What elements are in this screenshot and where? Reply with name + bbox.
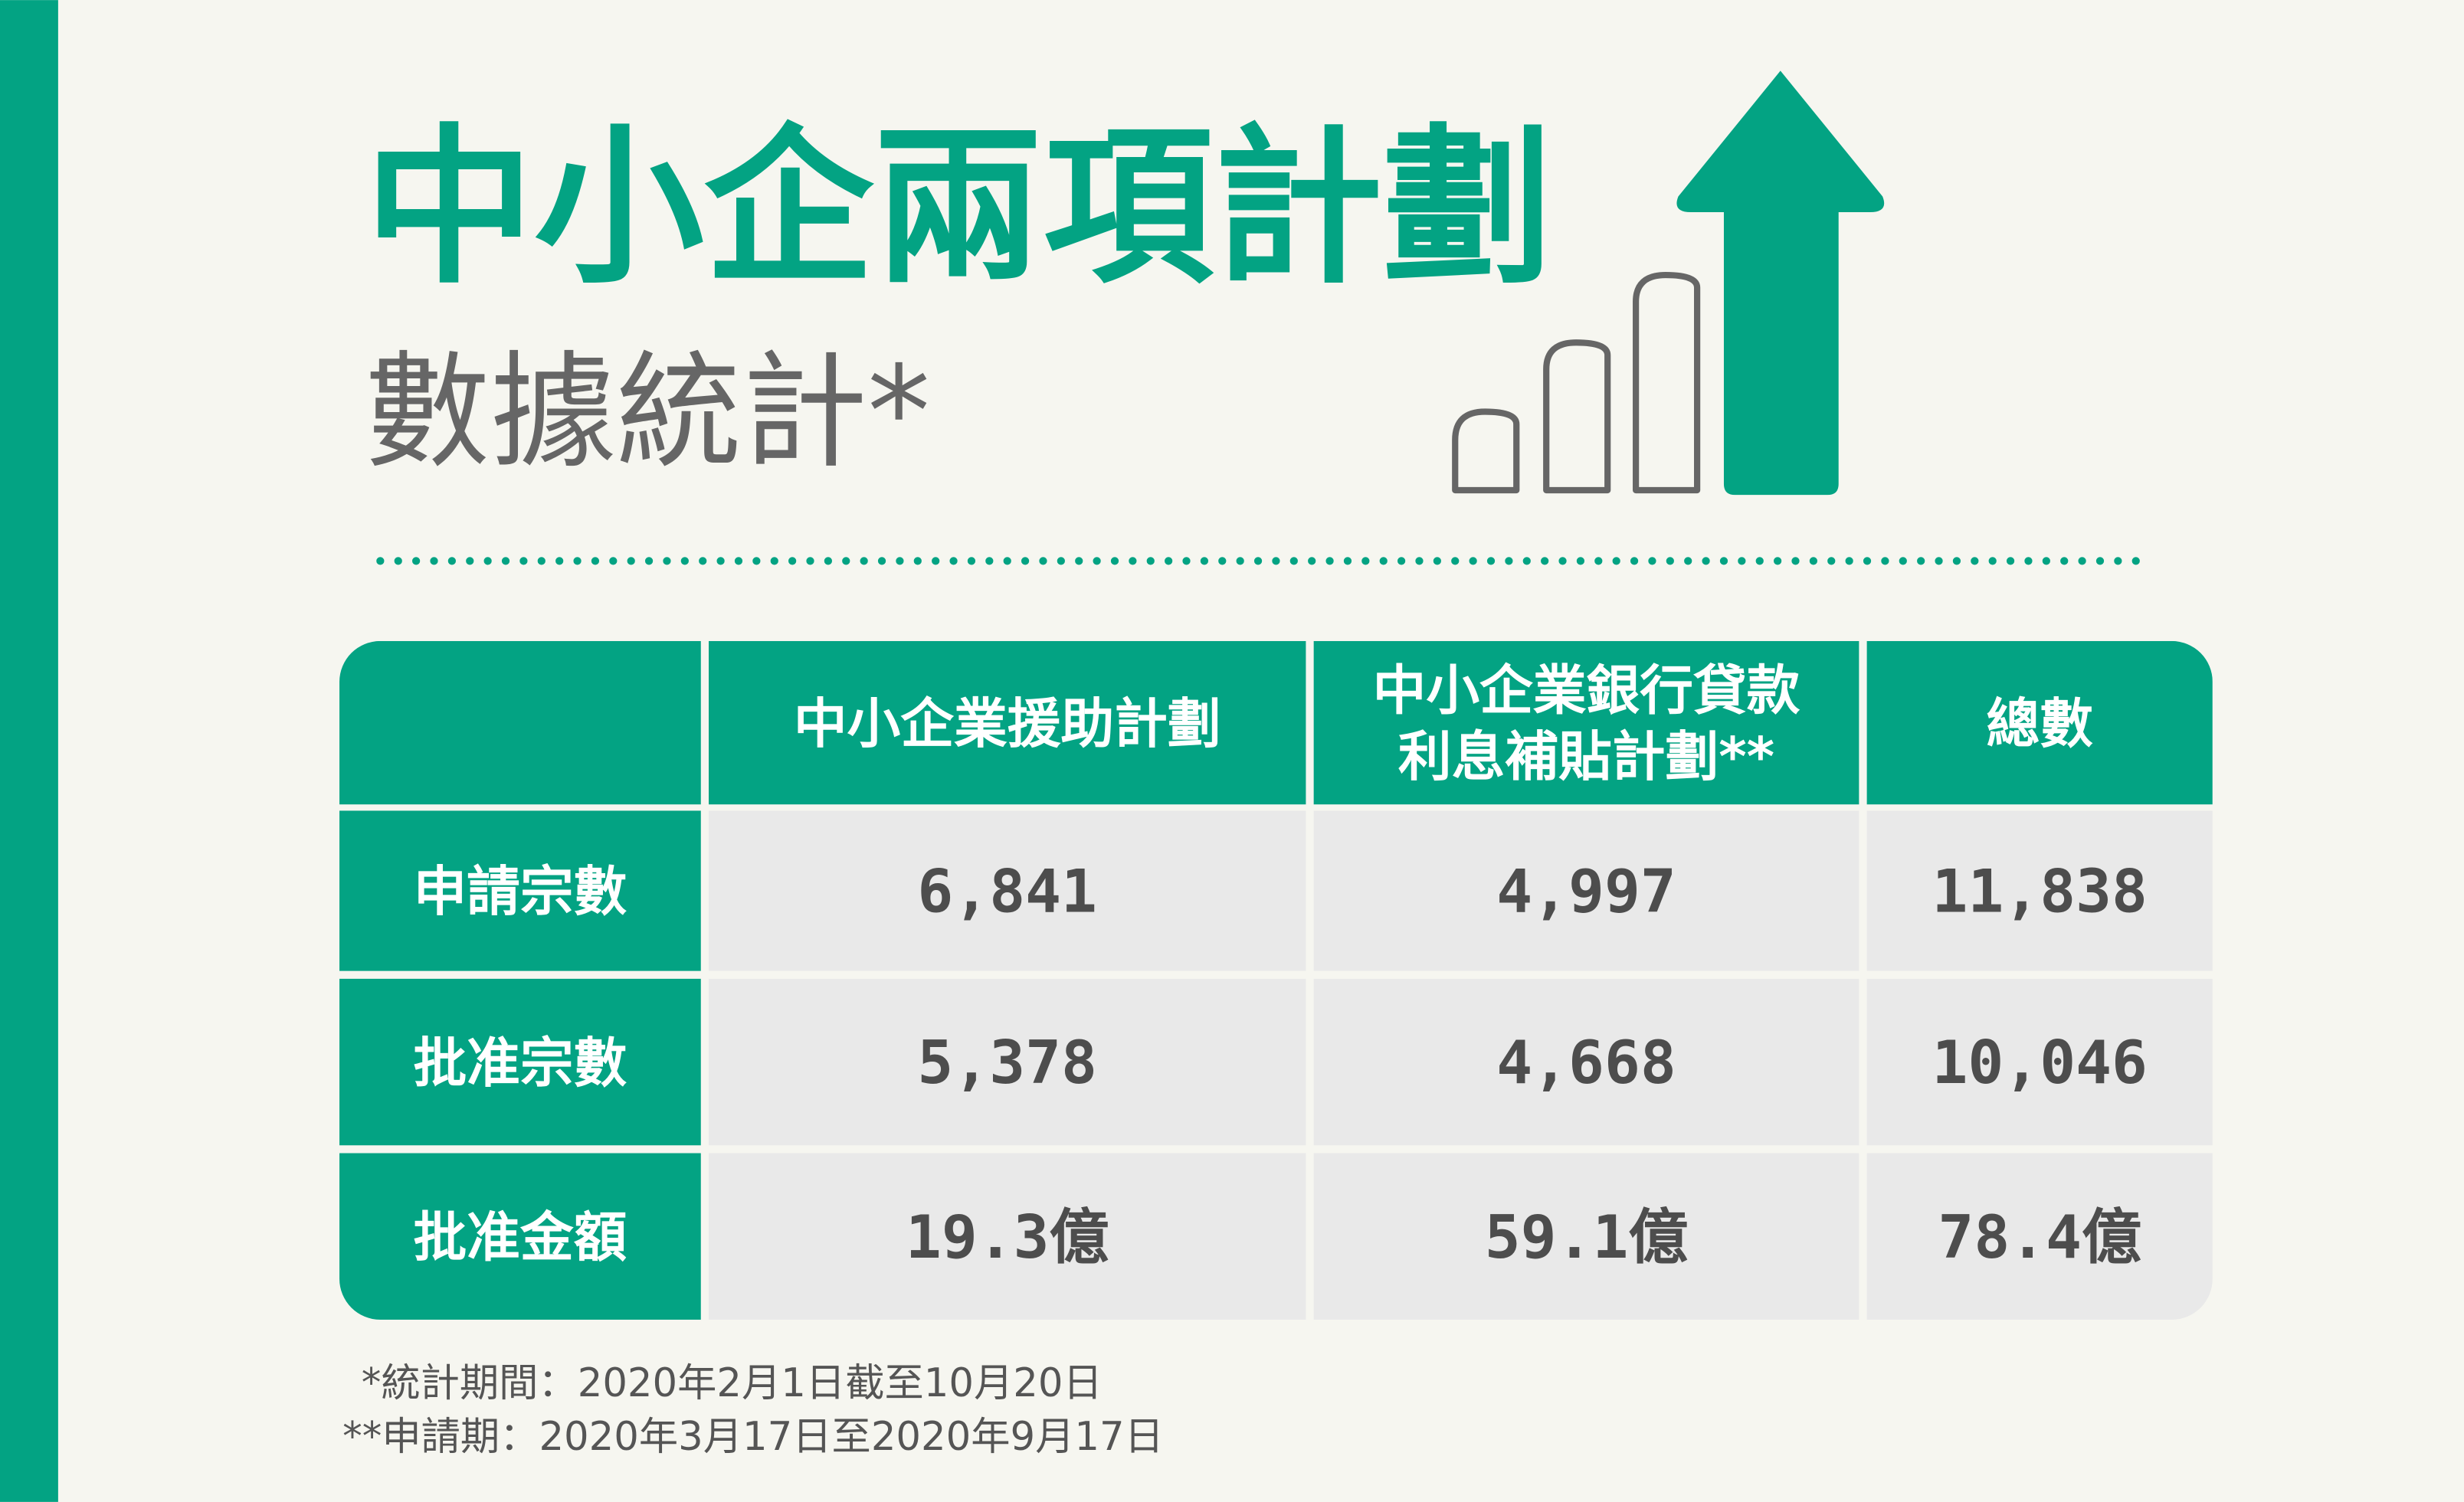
subtitle: 數據統計* [365,339,930,486]
cell-value: 78.4億 [1938,1203,2141,1272]
row-label: 申請宗數 [413,861,627,923]
data-cell [709,978,1306,1146]
data-cell [1866,810,2213,971]
cell-value: 6,841 [917,858,1097,927]
column-header: 總數 [1986,693,2093,755]
footnote: **申請期：2020年3月17日至2020年9月17日 [342,1414,1164,1460]
data-cell [1866,978,2213,1146]
growth-icon [1452,271,1701,494]
footnote: *統計期間：2020年2月1日截至10月20日 [362,1360,1103,1406]
table [339,640,2213,1320]
icon-bar [1452,408,1520,494]
data-cell [1313,978,1859,1146]
cell-value: 59.1億 [1485,1203,1689,1272]
column-header: 利息補貼計劃** [1398,726,1774,788]
cell-value: 10,046 [1932,1029,2147,1098]
row-label: 批准金額 [413,1206,627,1268]
header-cell [339,1153,701,1320]
header-cell [1313,640,1859,805]
header-cell [339,978,701,1146]
cell-value: 19.3億 [906,1203,1109,1272]
column-header: 中小企業援助計劃 [794,693,1221,755]
header-cell [339,640,701,805]
icon-bar [1543,339,1611,494]
cell-value: 5,378 [917,1029,1097,1098]
data-cell [1866,1153,2213,1320]
data-cell [709,1153,1306,1320]
title: 中小企兩項計劃 [365,110,1553,307]
row-label: 批准宗數 [413,1032,627,1095]
data-cell [1313,1153,1859,1320]
header-cell [1866,640,2213,805]
header-cell [339,810,701,971]
header-cell [709,640,1306,805]
cell-value: 11,838 [1932,858,2147,927]
data-cell [1313,810,1859,971]
icon-bar [1633,271,1701,494]
cell-value: 4,997 [1496,858,1676,927]
data-cell [709,810,1306,971]
side-bar [0,0,58,1502]
up-arrow [1676,70,1885,496]
column-header: 中小企業銀行貸款 [1373,660,1800,722]
cell-value: 4,668 [1496,1029,1676,1098]
